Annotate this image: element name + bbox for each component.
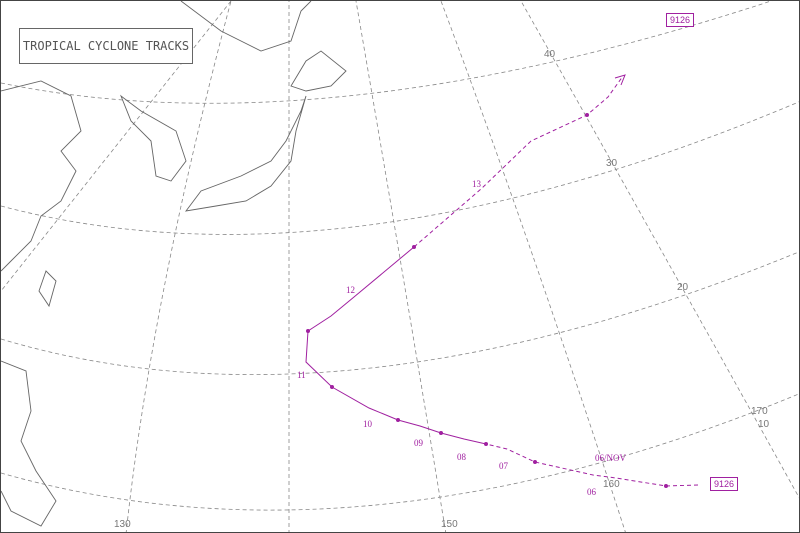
- date-label-07: 07: [499, 461, 508, 471]
- philippines: [1, 360, 57, 527]
- track-dashed-start: [485, 443, 699, 487]
- lat-label-20: 20: [677, 282, 689, 293]
- russia-coast: [180, 1, 312, 52]
- china-coast: [1, 80, 82, 272]
- date-label-13: 13: [472, 179, 481, 189]
- track-dashed-end: [413, 75, 624, 248]
- lon-170-line: [520, 1, 799, 499]
- lon-label-150: 150: [441, 519, 458, 530]
- lon-160-line: [440, 1, 626, 532]
- date-label-11: 11: [297, 370, 306, 380]
- lat-40-line: [1, 1, 773, 104]
- date-label-06: 06: [587, 487, 596, 497]
- storm-id-top: 9126: [666, 13, 695, 27]
- cyclone-track: [305, 74, 699, 487]
- japan-hokkaido: [290, 50, 347, 92]
- taiwan: [38, 270, 57, 308]
- track-points: [306, 113, 668, 488]
- lon-label-130: 130: [114, 519, 131, 530]
- lon-120-line: [1, 1, 232, 292]
- lat-20-line: [1, 251, 799, 376]
- lat-label-10: 10: [758, 419, 770, 430]
- storm-id-label: 9126: [710, 477, 739, 491]
- date-label-12: 12: [346, 285, 355, 295]
- lat-label-40: 40: [544, 49, 556, 60]
- lat-label-30: 30: [606, 158, 618, 169]
- lat-10-line: [1, 393, 799, 511]
- japan-honshu: [184, 95, 307, 212]
- lon-label-170: 170: [751, 406, 768, 417]
- date-label-08: 08: [457, 452, 466, 462]
- arrow-icon: [614, 74, 626, 86]
- date-label-06nov: 06/NOV: [595, 453, 626, 463]
- lat-30-line: [1, 101, 799, 235]
- date-label-09: 09: [414, 438, 423, 448]
- lon-130-line: [125, 1, 232, 532]
- lon-label-160: 160: [603, 479, 620, 490]
- track-solid: [305, 246, 487, 445]
- map-title: TROPICAL CYCLONE TRACKS: [19, 28, 193, 64]
- date-label-10: 10: [363, 419, 372, 429]
- korea-coast: [119, 94, 187, 182]
- lon-150-line: [355, 1, 447, 532]
- coastlines: [1, 1, 347, 527]
